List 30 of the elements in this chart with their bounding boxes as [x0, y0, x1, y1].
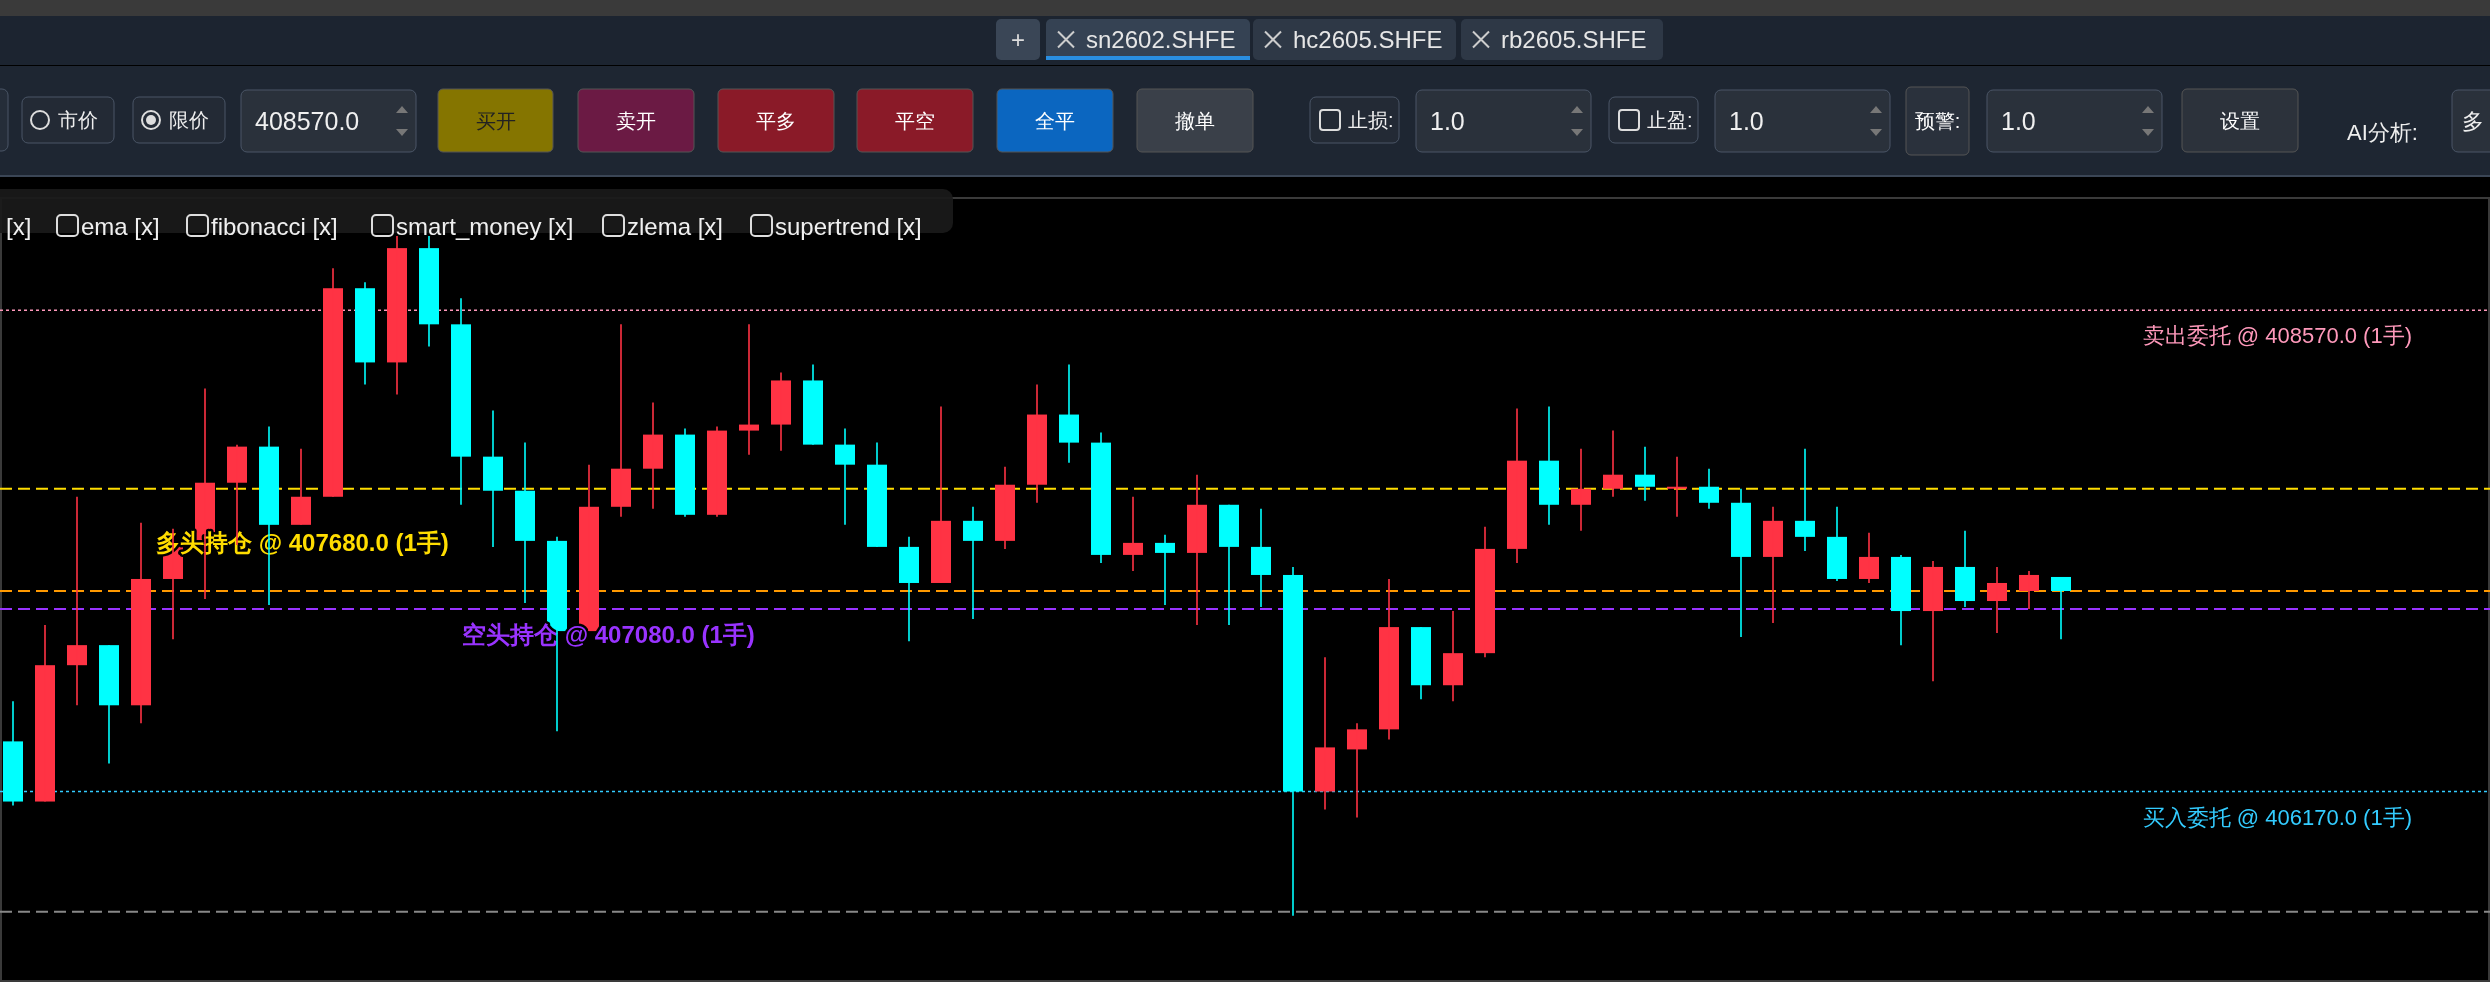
annotation: ema [x] — [81, 213, 160, 240]
text: 1.0 — [2001, 107, 2036, 135]
ref-line-label: 买入委托 @ 406170.0 (1手) — [2142, 804, 2412, 830]
text: 408570.0 — [255, 107, 360, 135]
text: 止损: — [1348, 109, 1394, 131]
text: 止盈: — [1647, 109, 1693, 131]
annotation: supertrend [x] — [775, 213, 922, 240]
text: 平多 — [756, 109, 796, 132]
text: rb2605.SHFE — [1501, 25, 1647, 53]
ref-line-label: 卖出委托 @ 408570.0 (1手) — [2142, 323, 2412, 349]
text: sn2602.SHFE — [1086, 25, 1236, 53]
text: AI分析: — [2347, 120, 2418, 145]
annotation: fibonacci [x] — [211, 213, 338, 240]
annotation: smart_money [x] — [396, 213, 574, 240]
text: 预警: — [1914, 110, 1961, 132]
text: 多 — [2462, 109, 2484, 134]
text: 市价 — [58, 109, 98, 131]
text: 限价 — [169, 109, 209, 131]
text: 1.0 — [1430, 107, 1465, 135]
annotation: [x] — [6, 213, 32, 240]
text: 平空 — [895, 109, 935, 132]
annotation: zlema [x] — [627, 213, 724, 240]
text: 全平 — [1035, 109, 1075, 132]
text: hc2605.SHFE — [1293, 25, 1443, 53]
text: 撤单 — [1175, 109, 1215, 132]
text: 1.0 — [1729, 107, 1764, 135]
text: + — [1010, 25, 1026, 53]
text: 卖开 — [616, 109, 656, 132]
text: 设置 — [2220, 109, 2260, 132]
text: 买开 — [475, 109, 516, 132]
